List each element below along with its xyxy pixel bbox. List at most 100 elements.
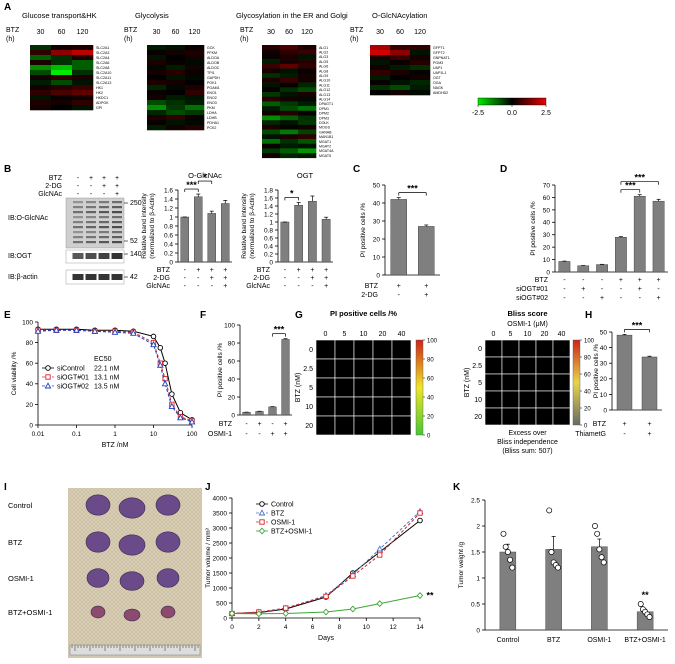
condition-sign: +: [638, 277, 642, 284]
series-line: [38, 328, 193, 421]
row-axis-label: BTZ (nM): [295, 373, 302, 403]
legend-marker: [45, 365, 51, 371]
significance: **: [426, 591, 434, 601]
condition-label: BTZ: [219, 421, 233, 428]
condition-sign: +: [647, 431, 651, 438]
heat-cell: [185, 85, 205, 91]
marker: [157, 345, 164, 351]
y-tick-label: 10: [373, 254, 381, 261]
heat-cell: [280, 96, 299, 102]
y-tick-label: 40: [600, 345, 608, 352]
heat-cell: [185, 50, 205, 56]
marker: [130, 329, 137, 336]
tumor: [85, 531, 111, 553]
y-tick-label: 1000: [213, 585, 228, 592]
legend-label: siOGT#01: [57, 375, 89, 382]
bar: [294, 204, 303, 263]
bar: [633, 195, 646, 273]
y-axis-label: (normalized to β-Actin): [149, 193, 156, 259]
column-label: 5: [343, 331, 347, 338]
legend-marker: [259, 501, 265, 507]
heat-cell: [147, 65, 167, 71]
x-tick-label: OSMI-1: [587, 637, 611, 644]
heat-cell: [147, 120, 167, 126]
condition-sign: -: [211, 283, 214, 290]
blot-band: [86, 236, 96, 239]
tumor: [160, 605, 176, 619]
cell-label: 5.1: [379, 348, 386, 354]
heat-cell: [298, 59, 317, 65]
y-tick-label: 1: [476, 575, 480, 582]
x-tick-label: 10: [363, 624, 371, 631]
gene-label: LDHA: [207, 111, 217, 115]
y-tick-label: 30: [600, 361, 608, 368]
significance: ***: [625, 181, 636, 191]
heat-cell: [262, 153, 281, 159]
marker: [283, 605, 289, 611]
gene-label: HK2: [96, 91, 103, 95]
heat-cell: [298, 101, 317, 107]
condition-label: GlcNAc: [146, 283, 170, 290]
y-tick-label: 50: [373, 182, 381, 189]
heat-cell: [390, 75, 411, 81]
cell-label: 50.9: [320, 424, 330, 430]
condition-sign: +: [324, 267, 328, 274]
column-label: 0: [492, 331, 496, 338]
heat-cell: [72, 55, 94, 61]
heat-cell: [370, 55, 391, 61]
panel-title: Glucose transport&HK: [22, 11, 97, 20]
gene-label: SLC2A11: [96, 76, 111, 80]
gene-label: ADPGK: [96, 101, 109, 105]
marker: [416, 592, 424, 599]
gene-label: ENO1: [207, 91, 217, 95]
heat-cell: [185, 120, 205, 126]
heat-cell: [30, 50, 52, 56]
gene-label: ALG12: [319, 88, 330, 92]
cell-label: 21.7: [396, 348, 406, 354]
gene-label: SLC2A1: [96, 46, 109, 50]
heat-cell: [410, 75, 431, 81]
y-tick-label: 0: [376, 272, 380, 279]
legend-marker: [258, 527, 266, 535]
y-tick-label: 30: [543, 232, 551, 239]
mw-label: 52: [130, 238, 138, 245]
condition-sign: -: [311, 283, 314, 290]
ec50-label: 13.1 nM: [94, 375, 119, 382]
heat-cell: [280, 87, 299, 93]
bar: [499, 551, 517, 631]
marker: [228, 610, 236, 617]
heat-cell: [298, 87, 317, 93]
condition-sign: -: [620, 286, 623, 293]
y-tick-label: 1.8: [264, 187, 273, 194]
y-axis-label: Tumor weight /g: [458, 541, 465, 588]
y-tick-label: 0.5: [471, 601, 480, 608]
data-point: [646, 614, 653, 620]
group-label: Control: [8, 501, 33, 510]
blot-band: [85, 274, 97, 280]
colorbar: [572, 339, 581, 426]
data-point: [600, 559, 607, 566]
gene-label: PCK2: [207, 126, 216, 130]
panel-letter: H: [585, 310, 592, 321]
marker: [150, 333, 157, 340]
legend-marker: [258, 509, 266, 516]
gene-label: DPM2: [319, 112, 329, 116]
condition-label: siOGT#01: [516, 286, 548, 293]
condition-label: siOGT#02: [516, 295, 548, 302]
data-point: [509, 564, 516, 571]
gene-label: SLC2A10: [96, 71, 111, 75]
gene-label: ALG11: [319, 83, 330, 87]
condition-label: 2-DG: [153, 275, 170, 282]
condition-sign: +: [283, 431, 287, 438]
y-tick-label: 500: [216, 600, 227, 607]
heat-cell: [390, 85, 411, 91]
legend-label: BTZ: [271, 511, 285, 518]
heat-cell: [30, 105, 52, 111]
y-tick-label: 40: [543, 220, 551, 227]
y-axis-label: PI positive cells /%: [593, 344, 600, 398]
unit-label: (h): [240, 36, 249, 43]
blot-band: [86, 216, 96, 219]
heat-cell: [166, 65, 186, 71]
data-point: [598, 554, 605, 561]
condition-label: ThiametG: [575, 431, 606, 438]
